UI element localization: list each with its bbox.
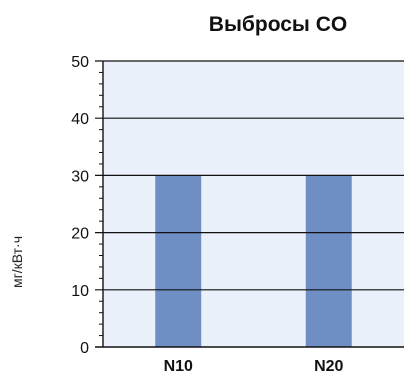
y-axis-label: мг/кВт·ч (9, 236, 25, 288)
plot-area: 0 10 20 30 40 50 N10 N20 (71, 54, 404, 375)
y-tick-label: 0 (80, 340, 89, 357)
y-tick-label: 40 (71, 111, 89, 128)
plot-background (103, 61, 404, 347)
y-tick-label: 30 (71, 168, 89, 185)
bar-n20 (305, 175, 352, 347)
chart-title: Выбросы CO (209, 13, 347, 36)
y-tick-label: 50 (71, 54, 89, 71)
y-tick-label: 10 (71, 283, 89, 300)
y-tick-label: 20 (71, 226, 89, 243)
x-tick-label: N20 (314, 358, 343, 375)
bar-n10 (155, 175, 202, 347)
x-tick-label: N10 (164, 358, 193, 375)
